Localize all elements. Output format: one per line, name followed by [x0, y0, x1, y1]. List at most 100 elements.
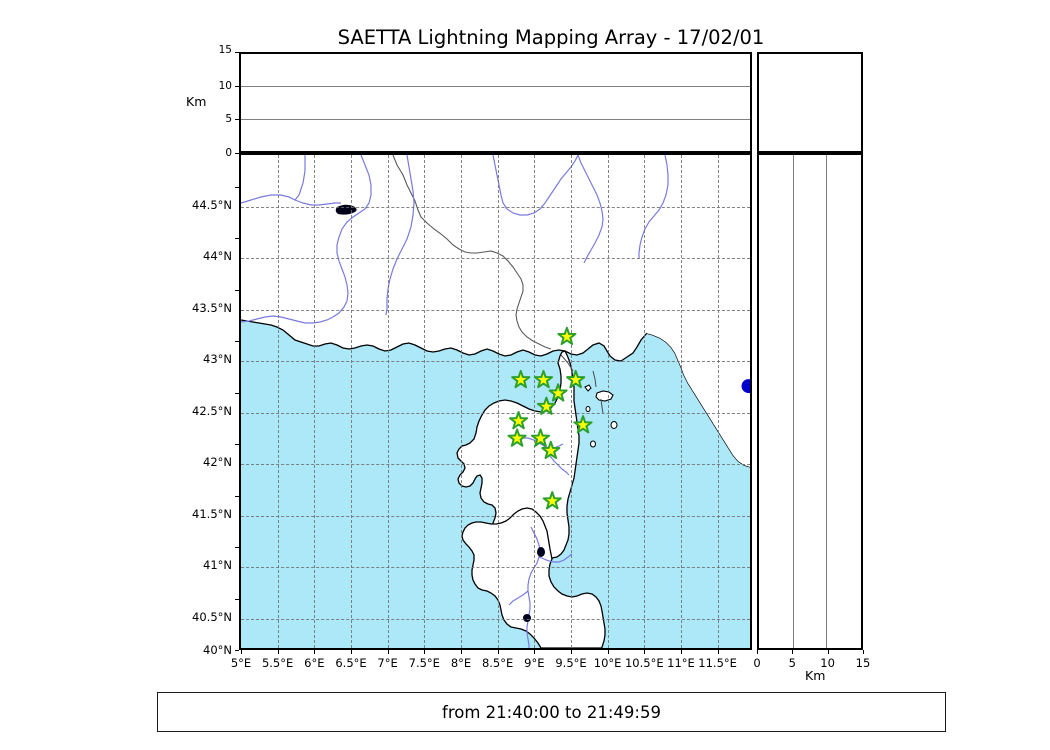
- axis-tick: [644, 650, 646, 654]
- map-xtick-9.5: 9.5°E: [555, 656, 587, 670]
- map-xtick-8: 8°E: [450, 656, 472, 670]
- map-xtick-10.5: 10.5°E: [624, 656, 664, 670]
- map-gridline-lon-8.5: [497, 155, 499, 648]
- right-panel-xtick-10: 10: [820, 656, 835, 670]
- axis-tick: [235, 650, 239, 651]
- map-gridline-lon-9: [534, 155, 536, 648]
- station-marker[interactable]: [573, 415, 593, 434]
- altitude-vs-longitude-panel[interactable]: [239, 52, 752, 153]
- station-marker[interactable]: [541, 440, 561, 460]
- map-ytick-43.5: 43.5°N: [192, 300, 232, 315]
- right-panel-xtick-15: 15: [855, 656, 871, 670]
- map-gridline-lon-6: [314, 155, 316, 648]
- time-range-caption: from 21:40:00 to 21:49:59: [442, 702, 661, 722]
- axis-tick: [235, 341, 239, 342]
- map-gridline-lon-5.5: [277, 155, 279, 648]
- altitude-vs-latitude-panel[interactable]: [757, 153, 863, 650]
- axis-tick: [792, 650, 794, 654]
- axis-tick: [235, 186, 239, 188]
- station-marker[interactable]: [507, 428, 527, 447]
- axis-tick: [314, 650, 316, 654]
- map-ytick-44: 44°N: [203, 249, 232, 263]
- map-gridline-lon-11: [681, 155, 682, 648]
- station-marker[interactable]: [557, 326, 577, 346]
- map-xtick-7: 7°E: [377, 656, 398, 670]
- station-marker[interactable]: [509, 411, 529, 430]
- station-marker[interactable]: [511, 369, 531, 389]
- map-gridline-lon-7.5: [424, 155, 426, 648]
- axis-tick: [277, 650, 279, 654]
- top-panel-gridline-5: [241, 118, 750, 120]
- map-gridline-lon-6.5: [351, 155, 352, 648]
- map-xtick-11: 11°E: [667, 656, 695, 670]
- map-gridline-lon-10: [607, 155, 609, 648]
- lightning-source-marker[interactable]: [741, 379, 750, 394]
- map-ytick-41.5: 41.5°N: [192, 506, 232, 521]
- axis-tick: [460, 650, 462, 654]
- axis-tick: [497, 650, 499, 654]
- station-marker[interactable]: [533, 369, 554, 389]
- axis-tick: [235, 52, 239, 53]
- map-ytick-42: 42°N: [203, 455, 232, 469]
- lightning-source-map[interactable]: [239, 153, 752, 650]
- map-xtick-6: 6°E: [304, 656, 325, 670]
- axis-tick: [680, 650, 682, 654]
- axis-tick: [235, 153, 239, 154]
- map-ytick-42.5: 42.5°N: [192, 403, 232, 418]
- axis-tick: [235, 85, 239, 87]
- map-gridline-lat-40.5: [241, 618, 750, 620]
- map-ytick-44.5: 44.5°N: [192, 197, 232, 212]
- axis-tick: [235, 119, 239, 121]
- altitude-histogram-panel[interactable]: [757, 52, 863, 153]
- axis-tick: [570, 650, 572, 654]
- page-title: SAETTA Lightning Mapping Array - 17/02/0…: [337, 26, 765, 49]
- axis-tick: [607, 650, 609, 654]
- map-xtick-11.5: 11.5°E: [698, 656, 737, 670]
- map-xtick-10: 10°E: [593, 656, 622, 670]
- map-gridline-lat-44.5: [241, 206, 750, 208]
- map-gridline-lon-10.5: [644, 155, 646, 648]
- right-panel-xtick-0: 0: [753, 656, 761, 670]
- axis-tick: [387, 650, 389, 654]
- axis-tick: [534, 650, 536, 654]
- top-panel-gridline-10: [241, 86, 750, 88]
- map-xtick-5.5: 5.5°E: [261, 656, 294, 670]
- right-panel-gridline-5: [792, 155, 794, 648]
- map-gridline-lat-43: [241, 361, 750, 362]
- top-panel-ytick-10: 10: [218, 79, 232, 92]
- station-marker[interactable]: [566, 369, 586, 389]
- axis-tick: [235, 238, 239, 239]
- axis-tick: [424, 650, 426, 654]
- map-xtick-9: 9°E: [524, 656, 545, 670]
- map-gridline-lat-43.5: [241, 309, 750, 311]
- axis-tick: [235, 547, 239, 548]
- map-ytick-40.5: 40.5°N: [192, 609, 232, 624]
- right-panel-xtick-5: 5: [788, 656, 796, 670]
- station-marker[interactable]: [548, 383, 568, 402]
- map-xtick-5: 5°E: [230, 656, 252, 670]
- axis-tick: [350, 650, 352, 654]
- axis-tick: [717, 650, 719, 654]
- axis-tick: [235, 392, 239, 394]
- axis-tick: [235, 598, 239, 600]
- map-gridline-lat-42.5: [241, 412, 750, 414]
- marker-layer[interactable]: [241, 155, 750, 648]
- axis-tick: [235, 289, 239, 291]
- axis-tick: [863, 650, 864, 654]
- map-gridline-lat-44: [241, 258, 750, 259]
- time-range-caption-box: from 21:40:00 to 21:49:59: [157, 692, 946, 732]
- map-xtick-8.5: 8.5°E: [481, 656, 514, 670]
- map-gridline-lon-11.5: [717, 155, 719, 648]
- top-panel-ytick-0: 0: [225, 147, 232, 159]
- map-gridline-lon-9.5: [571, 155, 572, 648]
- station-marker[interactable]: [530, 428, 551, 447]
- axis-tick: [241, 650, 242, 654]
- right-panel-xaxis-label: Km: [805, 668, 826, 683]
- axis-tick: [757, 650, 758, 654]
- station-marker[interactable]: [536, 396, 556, 415]
- map-ytick-40: 40°N: [203, 643, 232, 657]
- map-xtick-7.5: 7.5°E: [408, 656, 440, 670]
- top-panel-ytick-5: 5: [225, 113, 232, 125]
- station-marker[interactable]: [542, 491, 562, 510]
